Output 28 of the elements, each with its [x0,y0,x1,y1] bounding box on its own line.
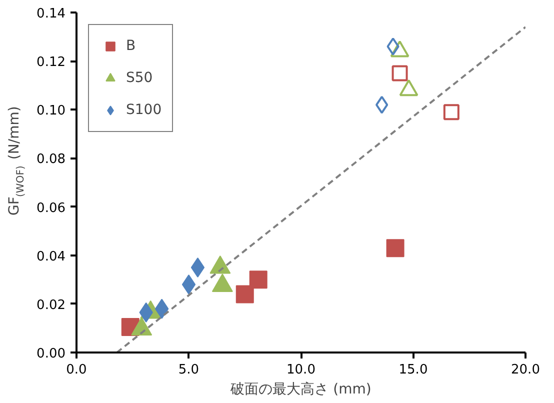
y-tick-label: 0.02 [36,298,66,313]
x-tick-label: 15.0 [398,362,428,378]
x-tick-label: 10.0 [286,362,316,378]
y-tick-label: 0.12 [36,55,66,70]
legend-label: B [126,38,137,54]
point [182,274,196,294]
y-tick-label: 0.14 [36,6,66,22]
legend-label: S100 [126,102,162,118]
point [154,298,169,319]
point [249,270,268,289]
point [386,38,400,56]
point [236,285,254,304]
point [443,104,460,120]
y-tick-label: 0.00 [36,346,66,362]
x-tick-label: 20.0 [511,362,540,378]
y-tick-label: 0.06 [36,200,66,216]
y-tick-label: 0.08 [36,152,66,168]
point [190,258,205,278]
x-tick-label: 0.0 [66,362,87,378]
y-tick-label: 0.10 [36,104,66,119]
x-tick-label: 5.0 [178,362,200,378]
point [375,96,388,114]
x-axis-title: 破面の最大高さ (mm) [230,382,372,398]
y-axis-title: GF(WOF) (N/mm) [6,106,26,216]
legend-label: S50 [126,70,153,86]
point [392,65,408,82]
y-tick-label: 0.04 [36,249,66,264]
point [386,239,404,258]
